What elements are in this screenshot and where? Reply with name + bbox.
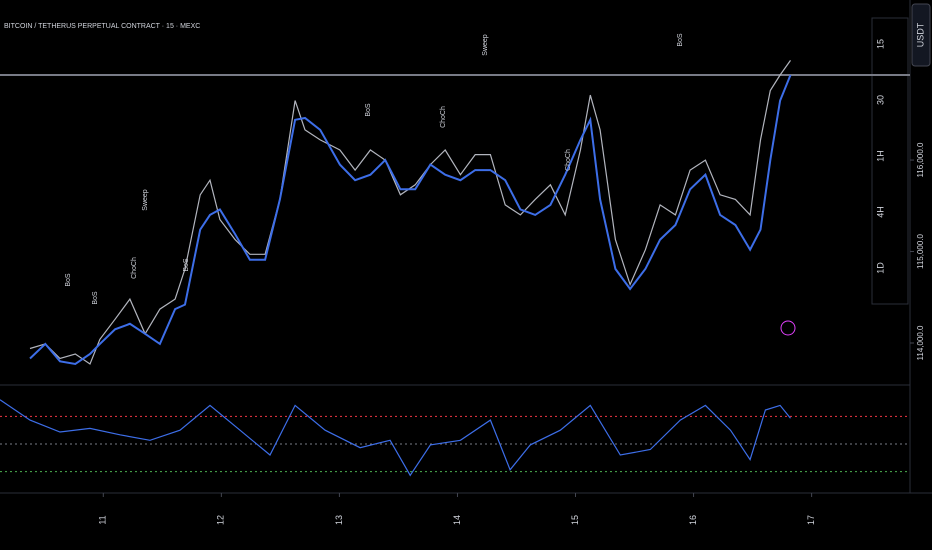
series-line [0, 399, 791, 477]
annotation: BoS [92, 291, 99, 305]
y-tick-label: 114,000.0 [916, 325, 925, 361]
chart-title: BITCOIN / TETHERUS PERPETUAL CONTRACT · … [4, 23, 200, 30]
x-tick-label: 12 [216, 515, 226, 525]
annotation: BoS [677, 33, 684, 47]
timeframe-label: 1H [875, 150, 885, 162]
y-tick-label: 116,000.0 [916, 142, 925, 178]
annotation: ChoCh [565, 149, 572, 171]
x-tick-label: 13 [334, 515, 344, 525]
annotation: Sweep [142, 189, 149, 211]
series-line [29, 74, 792, 366]
timeframe-label: 4H [875, 206, 885, 218]
x-tick-label: 17 [806, 515, 816, 525]
annotation: BoS [65, 273, 72, 287]
x-tick-label: 16 [688, 515, 698, 525]
series-line [29, 60, 791, 365]
annotation: ChoCh [440, 106, 447, 128]
x-tick-label: 15 [570, 515, 580, 525]
annotation: BoS [365, 103, 372, 117]
x-tick-label: 14 [452, 515, 462, 525]
currency-label[interactable]: USDT [915, 22, 925, 47]
annotation: Sweep [482, 34, 489, 56]
timeframe-label: 1D [875, 262, 885, 274]
currency-button[interactable] [911, 3, 931, 67]
y-tick-label: 115,000.0 [916, 233, 925, 269]
timeframe-label: 30 [875, 95, 885, 105]
timeframe-label: 15 [875, 39, 885, 49]
x-tick-label: 11 [98, 515, 108, 524]
annotation: BoS [183, 258, 190, 272]
timeframe-table [871, 17, 909, 305]
event-icon [780, 320, 796, 336]
annotation: ChoCh [131, 257, 138, 279]
